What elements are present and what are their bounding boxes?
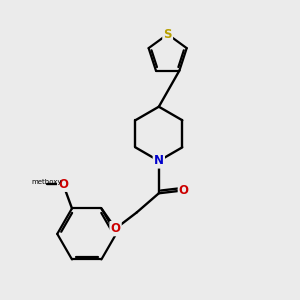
Text: methoxy: methoxy (32, 179, 62, 185)
Text: S: S (164, 28, 172, 41)
Text: O: O (179, 184, 189, 197)
Text: O: O (58, 178, 68, 191)
Text: N: N (154, 154, 164, 167)
Text: O: O (110, 222, 121, 235)
